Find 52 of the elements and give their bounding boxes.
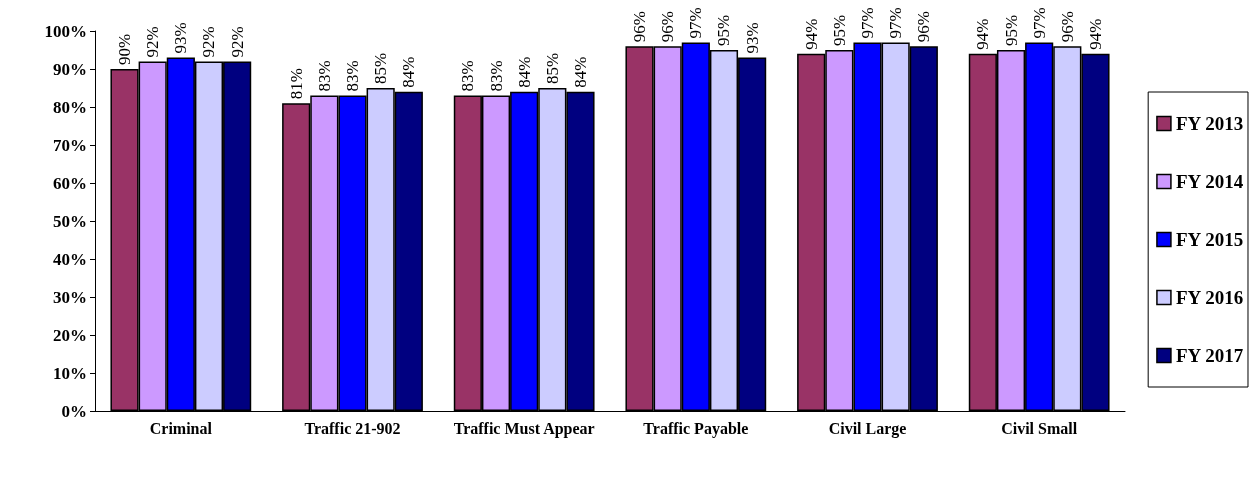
legend-label: FY 2013 (1175, 113, 1244, 134)
y-tick-label: 0% (61, 401, 87, 421)
data-label: 97% (858, 7, 877, 39)
data-label: 92% (199, 26, 219, 58)
data-label: 85% (371, 52, 391, 84)
legend-label: FY 2017 (1175, 345, 1244, 366)
data-label: 83% (458, 60, 478, 92)
y-tick-label: 90% (53, 59, 87, 79)
data-label: 94% (801, 18, 821, 50)
data-label: 93% (742, 22, 762, 54)
data-label: 92% (227, 26, 247, 58)
legend-label: FY 2016 (1175, 287, 1244, 308)
data-label: 93% (171, 22, 191, 54)
x-tick-label: Traffic Payable (643, 420, 749, 438)
data-label: 85% (542, 52, 562, 84)
data-label: 95% (829, 14, 849, 46)
data-label: 81% (286, 68, 306, 100)
x-tick-label: Criminal (149, 420, 213, 437)
data-label: 84% (514, 56, 534, 88)
data-label: 84% (399, 56, 419, 88)
data-label: 96% (630, 11, 650, 43)
y-tick-label: 10% (53, 363, 87, 383)
legend-label: FY 2015 (1175, 229, 1244, 250)
legend-label: FY 2014 (1175, 171, 1244, 192)
data-label: 83% (314, 60, 334, 92)
data-label: 95% (714, 14, 734, 46)
x-tick-label: Traffic 21-902 (304, 420, 401, 437)
data-label: 96% (1057, 11, 1077, 43)
data-label: 84% (570, 56, 590, 88)
data-label: 97% (886, 7, 906, 39)
data-label: 83% (343, 60, 362, 92)
x-tick-label: Civil Large (828, 420, 907, 438)
y-tick-label: 60% (53, 173, 87, 193)
data-label: 95% (1001, 14, 1021, 46)
data-label: 94% (1085, 18, 1105, 50)
y-tick-label: 80% (53, 97, 87, 117)
y-tick-label: 50% (53, 211, 87, 231)
y-tick-label: 100% (44, 21, 87, 41)
data-label: 96% (658, 11, 678, 43)
data-label: 94% (973, 18, 993, 50)
y-tick-label: 20% (53, 325, 87, 345)
data-label: 96% (914, 11, 934, 43)
data-label: 97% (1029, 7, 1049, 39)
y-tick-label: 30% (53, 287, 87, 307)
data-label: 97% (686, 7, 706, 39)
x-tick-label: Traffic Must Appear (453, 420, 595, 438)
data-label: 92% (143, 26, 163, 58)
data-label: 83% (486, 60, 506, 92)
y-tick-label: 40% (53, 249, 87, 269)
x-tick-label: Civil Small (1001, 420, 1078, 437)
data-label: 90% (115, 33, 135, 65)
y-tick-label: 70% (53, 135, 87, 155)
